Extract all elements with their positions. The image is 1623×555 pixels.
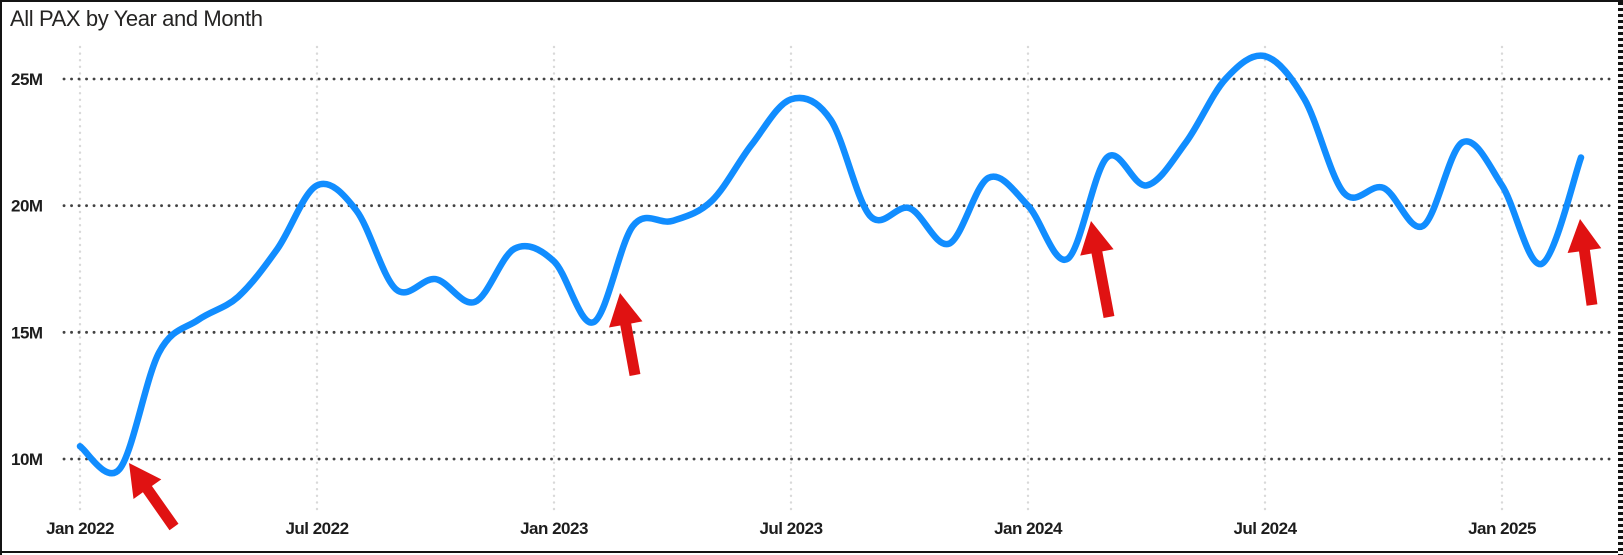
x-axis-label: Jul 2024 bbox=[1233, 519, 1297, 538]
trend-arrow-icon bbox=[129, 463, 179, 531]
x-axis-label: Jan 2023 bbox=[520, 519, 588, 538]
bottom-border bbox=[2, 551, 1623, 553]
y-axis-label: 25M bbox=[11, 70, 43, 89]
trend-arrow-icon bbox=[609, 293, 643, 376]
y-axis-label: 15M bbox=[11, 323, 43, 342]
x-axis-label: Jul 2022 bbox=[285, 519, 348, 538]
trend-arrow-icon bbox=[1080, 221, 1115, 318]
x-axis-label: Jul 2023 bbox=[759, 519, 822, 538]
x-axis-label: Jan 2024 bbox=[994, 519, 1063, 538]
pax-line-series bbox=[76, 52, 1585, 477]
trend-arrow-icon bbox=[1567, 219, 1602, 306]
x-axis-label: Jan 2025 bbox=[1468, 519, 1536, 538]
chart-title: All PAX by Year and Month bbox=[10, 6, 263, 31]
x-axis-label: Jan 2022 bbox=[46, 519, 114, 538]
y-axis-label: 10M bbox=[11, 450, 43, 469]
y-axis-label: 20M bbox=[11, 197, 43, 216]
right-edge-stripe bbox=[1618, 2, 1623, 555]
